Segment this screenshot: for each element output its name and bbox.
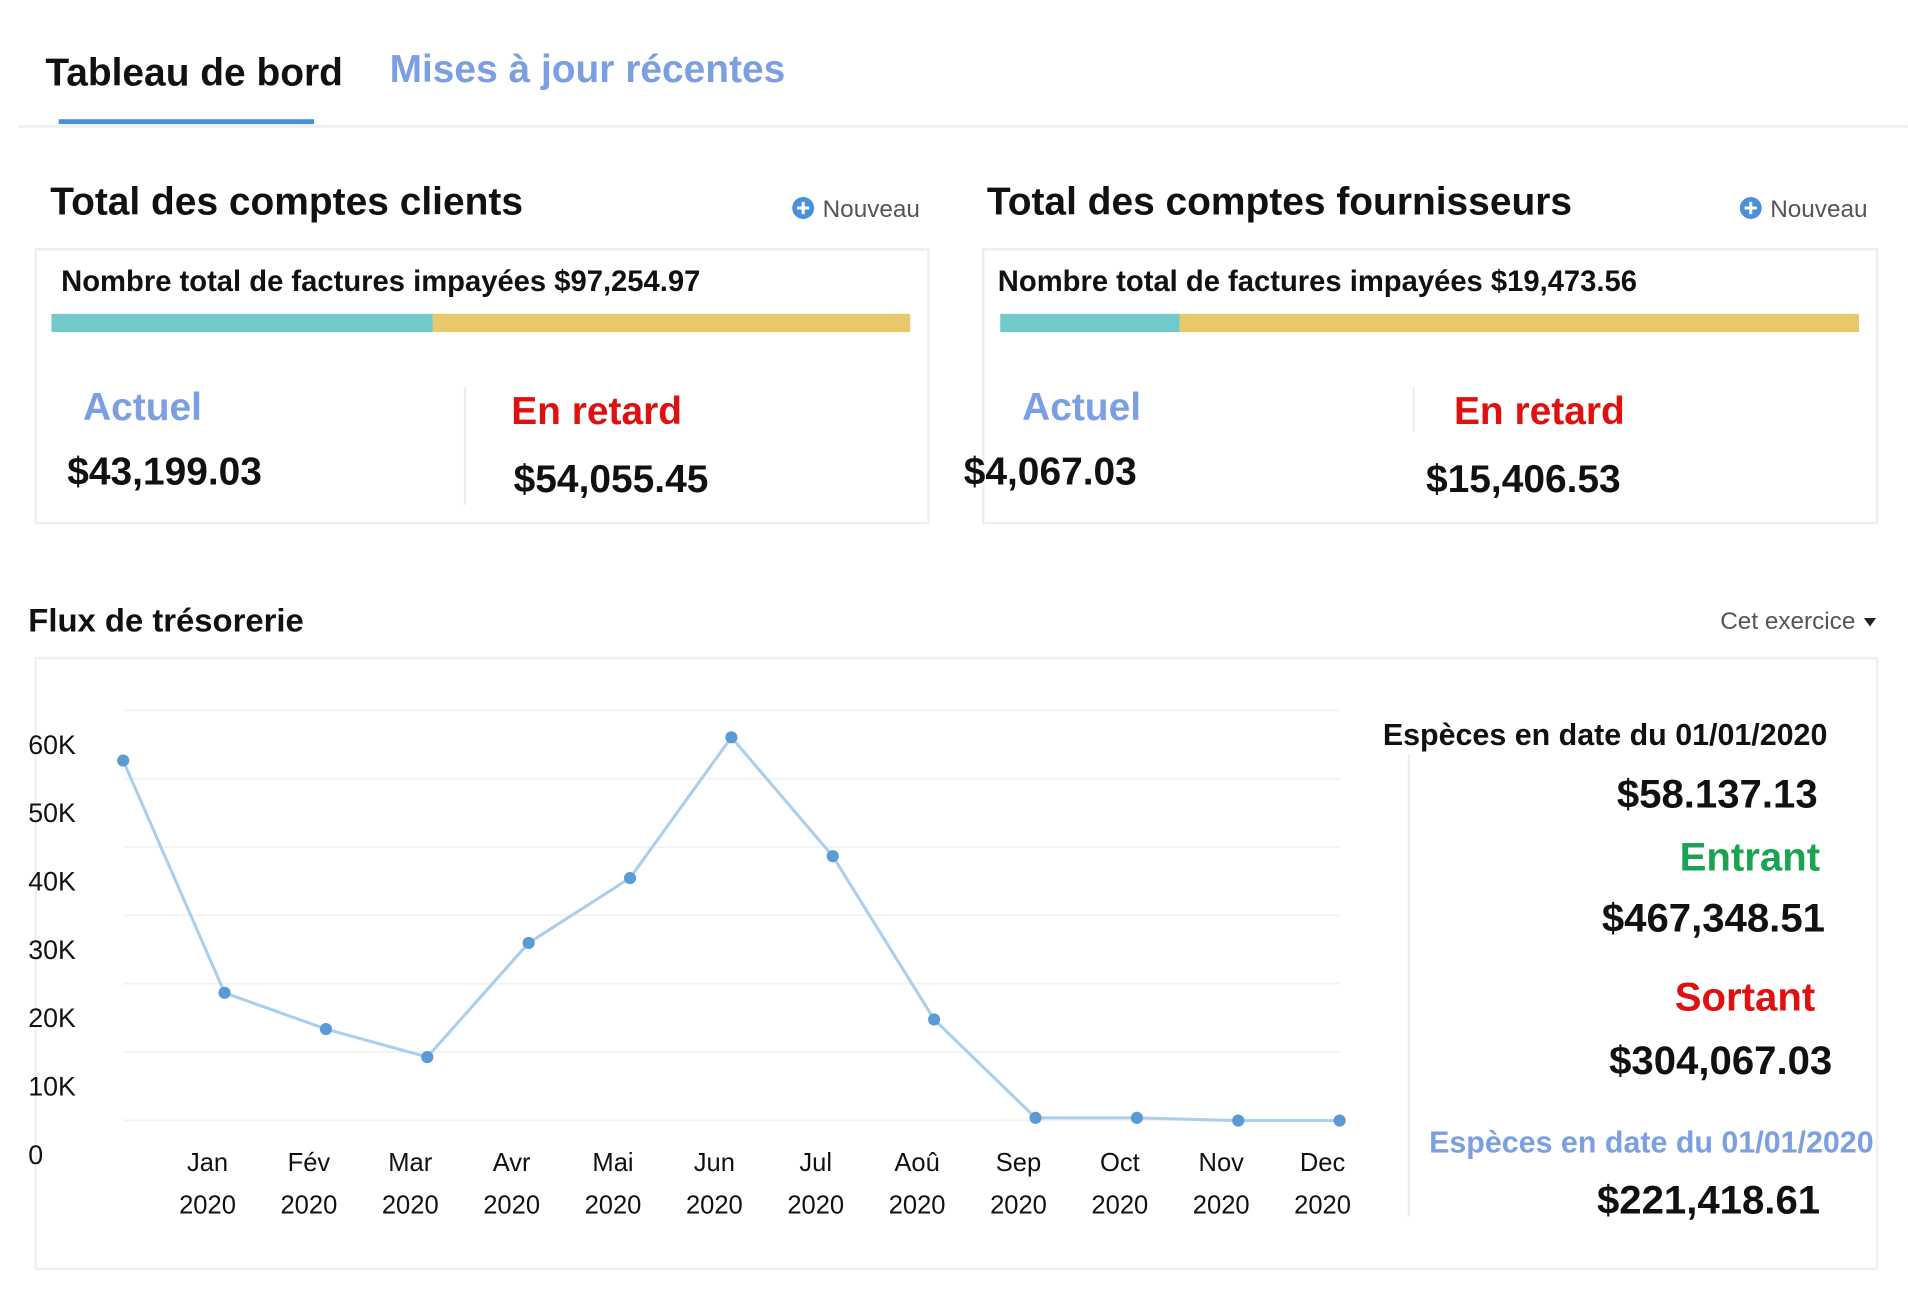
x-tick-label: Avr 2020 [483,1149,540,1220]
y-tick-label: 0 [28,1140,43,1170]
y-tick-label: 20K [28,1003,76,1033]
tab-dashboard[interactable]: Tableau de bord [45,52,343,95]
cash-summary: Espèces en date du 01/01/2020 [1429,1126,1874,1160]
y-tick-label: 30K [28,935,76,965]
y-tick-label: 50K [28,798,76,828]
x-tick-label: Mar 2020 [382,1149,439,1220]
card-box [34,248,930,525]
card-box [981,248,1879,525]
cash-flow-title: Flux de trésorerie [28,601,304,638]
tab-underline [58,119,315,125]
bar-overdue [1179,313,1860,333]
point [1130,1111,1143,1124]
x-tick-label: Jun 2020 [686,1149,743,1220]
x-tick-label: Dec 2020 [1294,1149,1351,1220]
point [1232,1114,1245,1127]
cash-summary: $58.137.13 [1617,771,1818,816]
current-label: Actuel [83,386,202,429]
add-icon-plus[interactable] [797,201,810,215]
x-tick-label: Oct 2020 [1091,1149,1148,1220]
overdue-label: En retard [1454,390,1625,433]
card-title: Total des comptes fournisseurs [987,181,1572,224]
new-button[interactable]: Nouveau [1770,196,1867,223]
cash-summary: Espèces en date du 01/01/2020 [1383,718,1828,752]
cash-summary: Entrant [1680,835,1820,880]
cash-summary: $221,418.61 [1597,1178,1820,1223]
cash-summary: Sortant [1675,975,1815,1020]
current-amount: $4,067.03 [964,451,1137,494]
point [826,850,839,863]
cash-summary: $304,067.03 [1609,1038,1832,1083]
point [623,871,637,885]
new-button[interactable]: Nouveau [823,196,920,223]
point [421,1050,434,1064]
unpaid-total: Nombre total de factures impayées $97,25… [61,266,700,298]
point [928,1013,941,1026]
x-tick-label: Sep 2020 [990,1149,1047,1220]
line [121,734,1340,1123]
point [522,936,535,950]
card-title: Total des comptes clients [50,181,523,224]
x-tick-label: Mai 2020 [585,1149,642,1220]
overdue-amount: $54,055.45 [514,458,709,501]
x-tick-label: Nov 2020 [1193,1149,1250,1220]
overdue-label: En retard [511,390,682,433]
y-tick-label: 10K [28,1072,76,1102]
point [117,754,130,767]
point [1333,1114,1346,1127]
dropdown-arrow[interactable] [1863,617,1877,627]
x-tick-label: Jan 2020 [179,1149,236,1220]
bar-overdue [432,313,911,333]
add-icon-plus[interactable] [1744,201,1757,215]
period-select[interactable]: Cet exercice [1720,608,1855,635]
bar-current [51,313,433,333]
bar-current [1000,313,1180,333]
tab-updates[interactable]: Mises à jour récentes [390,48,786,91]
point [1029,1111,1042,1124]
current-label: Actuel [1022,386,1141,429]
point [218,986,231,999]
chart-box [34,656,1879,1270]
x-tick-label: Aoû 2020 [889,1149,946,1220]
point [725,731,738,744]
x-tick-label: Fév 2020 [280,1149,337,1220]
x-tick-label: Jul 2020 [787,1149,844,1220]
unpaid-total: Nombre total de factures impayées $19,47… [998,266,1637,298]
cash-summary: $467,348.51 [1602,895,1825,940]
y-tick-label: 40K [28,867,76,897]
current-amount: $43,199.03 [67,451,262,494]
overdue-amount: $15,406.53 [1426,458,1621,501]
y-tick-label: 60K [28,730,76,760]
point [319,1022,333,1036]
